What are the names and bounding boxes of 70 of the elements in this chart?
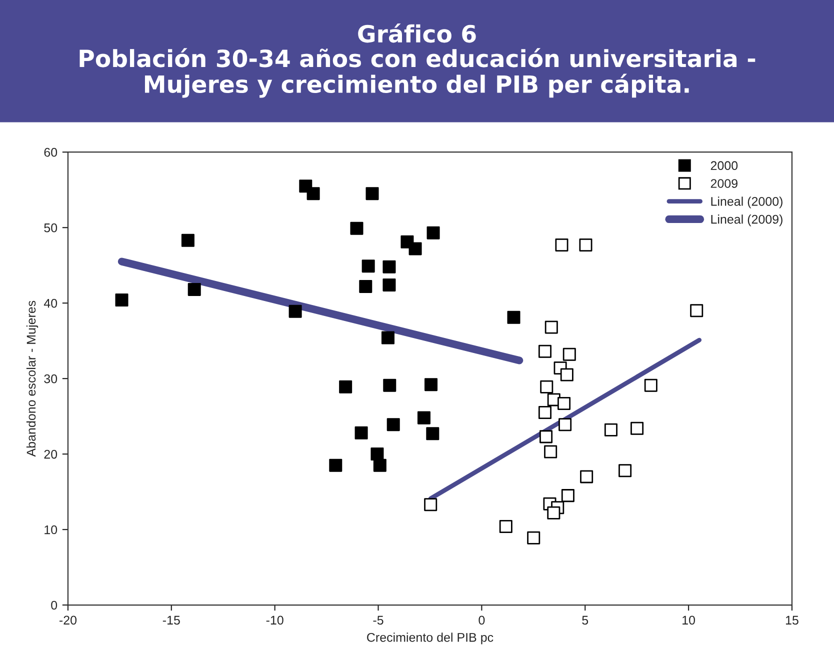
- point: [499, 520, 512, 534]
- point: [644, 378, 658, 392]
- point: [544, 445, 558, 458]
- x-axis-title: Crecimiento del PIB pc: [367, 632, 494, 644]
- point: [383, 378, 396, 392]
- point: [373, 458, 386, 472]
- point: [538, 406, 552, 420]
- point: [339, 380, 352, 394]
- point: [580, 470, 594, 484]
- point: [561, 489, 574, 502]
- point: [354, 426, 368, 440]
- point: [527, 531, 540, 544]
- y-axis-title: Abandono escolar - Mujeres: [26, 300, 38, 457]
- point: [558, 418, 572, 432]
- point: [306, 187, 320, 200]
- legend-label: 2009: [710, 179, 738, 188]
- point: [426, 427, 440, 440]
- point: [382, 260, 396, 274]
- y-tick-label: 20: [44, 450, 58, 459]
- point: [604, 423, 618, 436]
- point: [366, 187, 379, 200]
- point: [690, 304, 704, 318]
- point: [359, 280, 372, 293]
- point: [562, 348, 576, 361]
- point: [618, 464, 632, 478]
- point: [181, 234, 194, 247]
- point: [408, 242, 422, 256]
- point: [555, 238, 568, 252]
- legend-label: Lineal (2000): [711, 196, 782, 208]
- chart-title: Gráfico 6 Población 30-34 años con educación universitaria - Mujeres y crecimiento del PIB per cápita.: [80, 23, 756, 98]
- y-tick-label: 10: [44, 525, 58, 534]
- y-tick-label: 30: [44, 374, 58, 384]
- point: [540, 380, 554, 394]
- point: [370, 448, 384, 461]
- point: [329, 458, 342, 472]
- point: [350, 222, 364, 235]
- y-tick-label: 40: [44, 298, 58, 308]
- y-tick-label: 60: [44, 148, 58, 157]
- x-tick-label: -5: [373, 616, 384, 625]
- point: [544, 320, 558, 334]
- y-tick-label: 50: [44, 223, 58, 232]
- point: [547, 506, 560, 520]
- x-tick-label: 15: [786, 616, 798, 625]
- point: [540, 430, 553, 444]
- y-tick-label: 0: [51, 600, 58, 610]
- legend-label: 2000: [710, 161, 738, 170]
- point: [426, 226, 440, 240]
- point: [507, 310, 520, 324]
- point: [115, 294, 128, 307]
- point: [417, 411, 430, 424]
- x-tick-label: -20: [59, 616, 77, 625]
- point: [382, 278, 396, 292]
- point: [579, 238, 592, 252]
- point: [560, 368, 574, 382]
- point: [424, 498, 438, 512]
- point: [558, 396, 571, 410]
- x-tick-label: -15: [162, 616, 180, 625]
- x-tick-label: -10: [266, 616, 284, 625]
- point: [538, 344, 552, 358]
- point: [188, 282, 201, 296]
- point: [288, 304, 302, 318]
- point: [630, 422, 644, 435]
- point: [424, 378, 438, 392]
- point: [381, 331, 394, 344]
- x-tick-label: 0: [478, 616, 485, 625]
- point: [362, 260, 375, 273]
- x-tick-label: 10: [682, 616, 695, 625]
- point: [386, 418, 400, 432]
- x-tick-label: 5: [582, 616, 588, 625]
- legend-label: Lineal (2009): [711, 214, 782, 226]
